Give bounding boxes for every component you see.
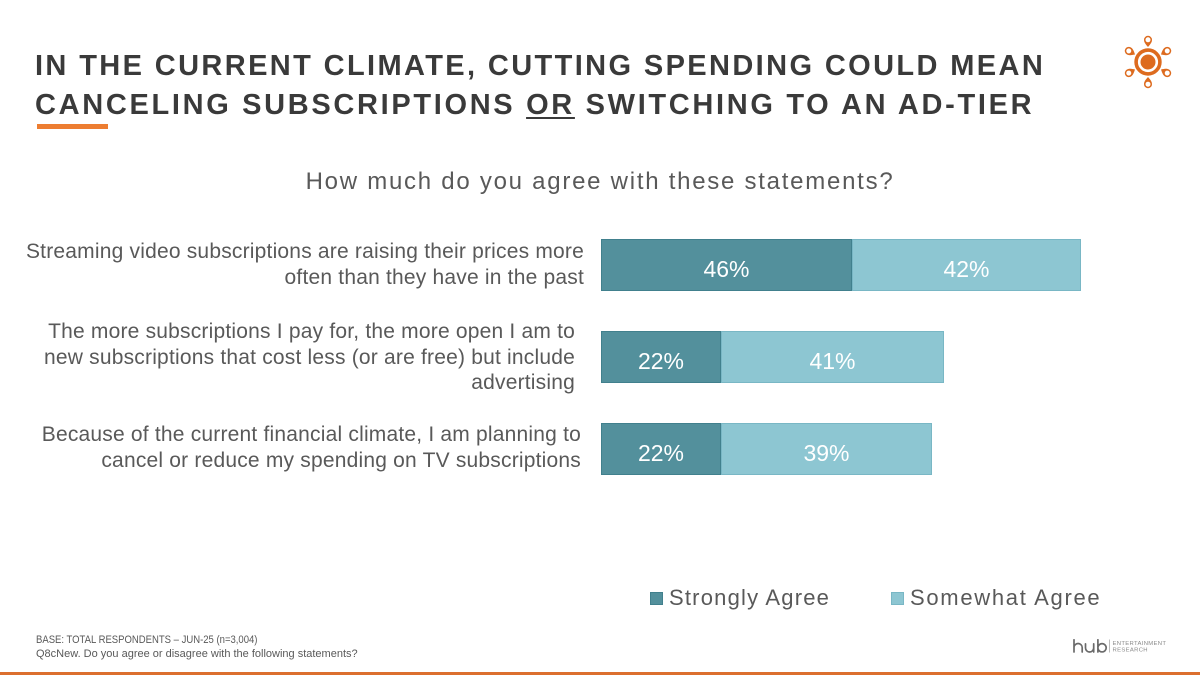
svg-text:ENTERTAINMENT: ENTERTAINMENT [1113,641,1167,647]
svg-text:RESEARCH: RESEARCH [1113,648,1148,654]
